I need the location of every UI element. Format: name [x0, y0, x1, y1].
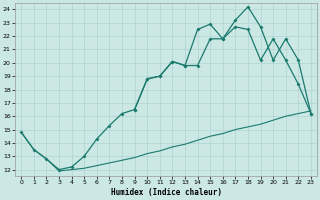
X-axis label: Humidex (Indice chaleur): Humidex (Indice chaleur): [111, 188, 221, 197]
